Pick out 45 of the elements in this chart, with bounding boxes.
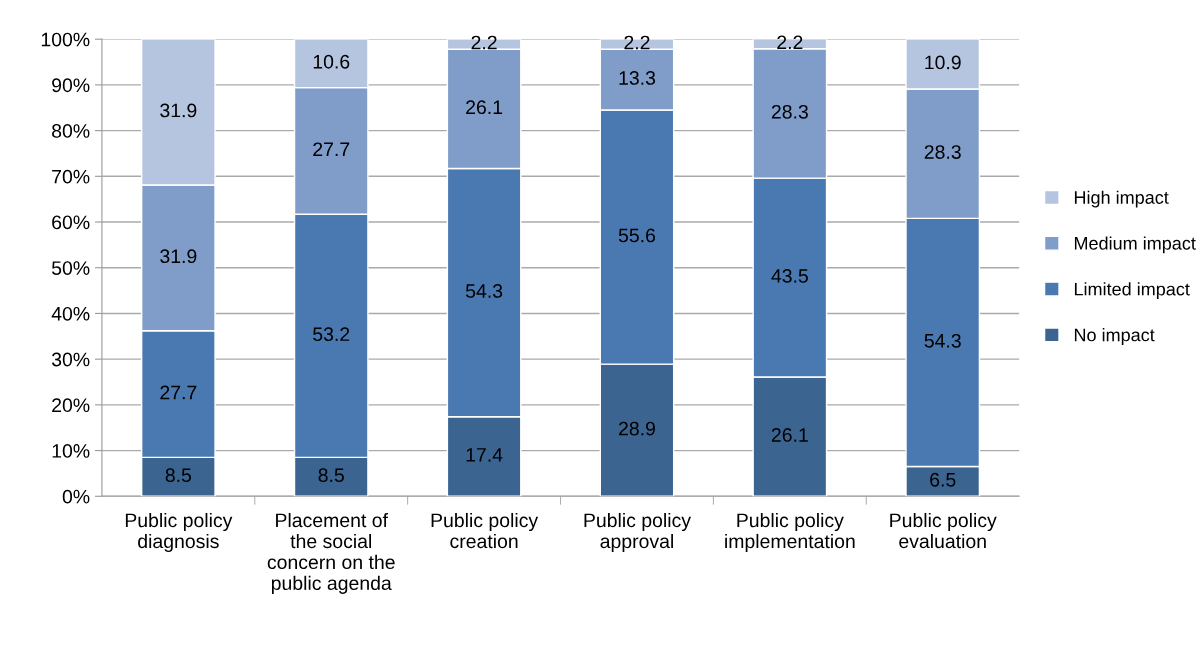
y-tick-label: 90% (52, 78, 90, 93)
data-label: 43.5 (771, 269, 808, 283)
data-label: 26.1 (466, 100, 503, 115)
data-label: 17.4 (466, 448, 503, 462)
x-tick-label: Public policy creation (431, 512, 539, 549)
legend-label: Limited impact (1074, 282, 1190, 300)
data-label: 6.5 (930, 472, 956, 487)
data-label: 54.3 (465, 284, 503, 298)
data-label: 31.9 (160, 249, 197, 264)
x-tick-label: Public policy approval (584, 512, 691, 553)
data-label: 28.3 (924, 145, 961, 159)
legend-label: High impact (1074, 190, 1169, 208)
data-label: 8.5 (318, 468, 344, 483)
y-tick-label: 80% (52, 124, 90, 138)
data-label: 8.5 (165, 468, 192, 483)
data-label: 10.6 (313, 54, 350, 69)
y-tick-label: 10% (52, 444, 90, 458)
data-label: 2.2 (624, 35, 650, 50)
y-tick-label: 20% (52, 398, 90, 413)
data-label: 28.3 (771, 104, 808, 119)
y-tick-label: 100% (41, 32, 90, 47)
data-label: 27.7 (313, 142, 350, 156)
x-tick-label: Placement of the social concern on the public agenda (267, 512, 395, 594)
x-tick-label: Public policy implementation (725, 512, 855, 553)
x-tick-label: Public policy evaluation (890, 512, 997, 549)
x-tick-label: Public policy diagnosis (125, 512, 233, 553)
data-label: 31.9 (160, 103, 197, 118)
data-label: 53.2 (313, 327, 350, 342)
data-label: 13.3 (619, 71, 656, 85)
data-label: 26.1 (771, 428, 808, 442)
y-tick-label: 50% (51, 261, 90, 275)
y-tick-label: 70% (52, 169, 90, 184)
data-label: 54.3 (924, 333, 961, 348)
data-label: 55.6 (618, 228, 656, 243)
y-tick-label: 30% (51, 352, 90, 367)
data-label: 2.2 (471, 35, 497, 50)
y-tick-label: 40% (51, 306, 90, 321)
data-label: 27.7 (160, 385, 197, 400)
data-label: 2.2 (777, 35, 803, 50)
data-label: 10.9 (925, 55, 961, 70)
y-tick-label: 60% (52, 215, 90, 230)
legend-label: No impact (1074, 328, 1155, 345)
data-label: 28.9 (619, 421, 655, 436)
y-tick-label: 0% (62, 489, 90, 504)
legend-label: Medium impact (1074, 236, 1196, 254)
